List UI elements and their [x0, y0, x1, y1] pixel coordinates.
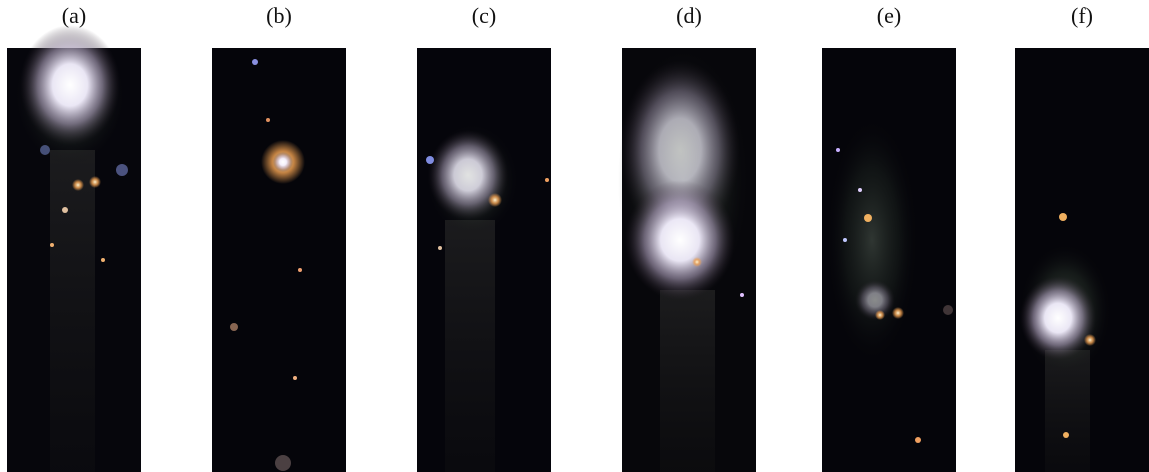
panel-label: (c) [472, 3, 496, 28]
panel-label: (f) [1071, 3, 1093, 28]
photo-panel [822, 48, 956, 472]
photo-panel [1015, 48, 1149, 472]
photo-panel [212, 48, 346, 472]
panel-label: (a) [62, 3, 86, 28]
figure: (a) (b) (c) (d) (e) (f) [0, 0, 1149, 472]
photo-panel [417, 48, 551, 472]
photo-panel [7, 25, 141, 472]
panel-label: (b) [266, 3, 292, 28]
panel-label: (e) [877, 3, 901, 28]
photo-panel [618, 48, 756, 472]
panel-label: (d) [676, 3, 702, 28]
